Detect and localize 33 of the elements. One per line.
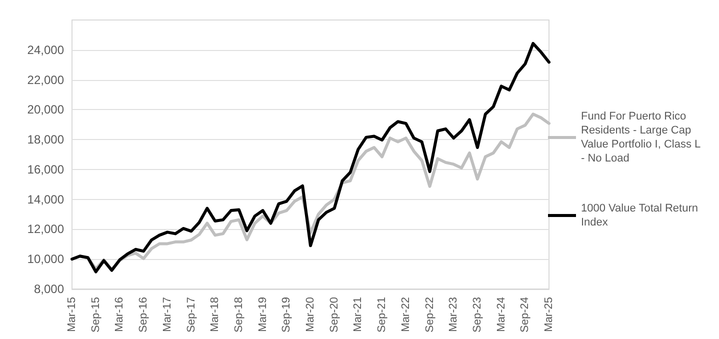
legend-label: 1000 Value Total Return Index (581, 202, 702, 228)
x-tick-label: Sep-24 (519, 297, 532, 332)
x-tick-label: Sep-22 (424, 297, 436, 332)
y-tick-label: 16,000 (27, 162, 64, 176)
x-tick-label: Mar-20 (304, 297, 316, 332)
x-tick-label: Mar-22 (400, 297, 412, 332)
x-tick-label: Mar-21 (352, 297, 364, 332)
x-tick-label: Mar-24 (495, 297, 508, 332)
x-tick-label: Sep-16 (138, 297, 150, 332)
legend-label: Fund For Puerto Rico Residents - Large Cap Value Portfolio I, Class L - No Load (581, 110, 704, 164)
y-tick-label: 24,000 (27, 42, 64, 57)
x-tick-label: Sep-15 (90, 297, 102, 332)
y-tick-label: 18,000 (27, 132, 64, 147)
x-tick-label: Mar-23 (448, 297, 460, 332)
x-tick-label: Mar-16 (114, 297, 126, 332)
y-tick-label: 12,000 (27, 222, 64, 236)
x-tick-label: Mar-25 (543, 297, 555, 332)
line-series (70, 42, 550, 274)
x-tick-label: Mar-15 (66, 297, 78, 332)
x-tick-label: Sep-18 (232, 297, 245, 332)
x-tick-label: Sep-23 (471, 297, 484, 332)
x-tick-label: Sep-17 (185, 297, 198, 332)
x-tick-label: Sep-20 (328, 297, 340, 332)
x-tick-label: Mar-18 (209, 297, 222, 332)
y-tick-label: 8,000 (34, 282, 64, 296)
x-tick-label: Sep-21 (376, 297, 388, 332)
y-tick-label: 14,000 (27, 192, 64, 206)
x-tick-label: Sep-19 (280, 297, 293, 332)
x-tick-label: Mar-19 (256, 297, 269, 332)
y-tick-label: 10,000 (27, 252, 64, 266)
x-tick-label: Mar-17 (161, 297, 174, 332)
y-tick-label: 22,000 (27, 72, 64, 87)
y-tick-label: 20,000 (27, 102, 64, 117)
